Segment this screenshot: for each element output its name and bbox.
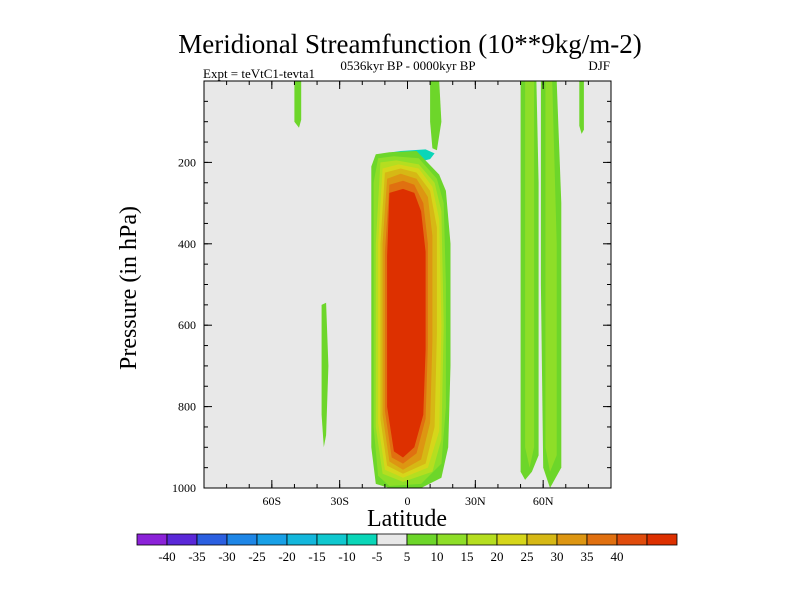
colorbar-swatch (616, 533, 648, 546)
colorbar-label: 15 (461, 549, 474, 564)
colorbar-label: 40 (611, 549, 624, 564)
colorbar-swatch (136, 533, 168, 546)
x-tick-label: 0 (405, 494, 411, 508)
colorbar-swatch (496, 533, 528, 546)
chart-title: Meridional Streamfunction (10**9kg/m-2) (178, 29, 641, 59)
colorbar-swatch (346, 533, 378, 546)
contour-regions (219, 81, 584, 489)
colorbar-label: -5 (372, 549, 383, 564)
y-axis-label: Pressure (in hPa) (116, 206, 142, 370)
axis-ticks: 60S 30S 0 30N 60N 200 400 600 800 1000 (172, 81, 611, 508)
colorbar-swatch (316, 533, 348, 546)
cell-north-teal-1 (457, 182, 471, 489)
colorbar-swatch (286, 533, 318, 546)
cell-north-teal-2 (479, 197, 494, 413)
colorbar-label: 25 (521, 549, 534, 564)
colorbar-swatch (526, 533, 558, 546)
cell-sh-35s (321, 302, 329, 448)
colorbar-swatch (586, 533, 618, 546)
x-tick-label: 30N (465, 494, 486, 508)
colorbar-swatch (646, 533, 678, 546)
colorbar-label: 30 (551, 549, 564, 564)
colorbar-label: 20 (491, 549, 504, 564)
colorbar-label: -20 (278, 549, 295, 564)
cell-nh-55n-inner (525, 81, 535, 468)
colorbar-swatch (166, 533, 198, 546)
colorbar-swatch (226, 533, 258, 546)
chart-subtitle-left: Expt = teVtC1-tevta1 (203, 66, 315, 81)
cell-sh-80s-line (219, 365, 223, 427)
y-tick-label: 800 (178, 400, 196, 414)
colorbar-label: -15 (308, 549, 325, 564)
colorbar-swatch (556, 533, 588, 546)
colorbar-swatch (256, 533, 288, 546)
y-tick-label: 400 (178, 237, 196, 251)
colorbar-label: -10 (338, 549, 355, 564)
y-tick-label: 600 (178, 318, 196, 332)
x-tick-label: 60S (262, 494, 281, 508)
colorbar-label: -40 (158, 549, 175, 564)
cell-north-teal-3 (500, 203, 512, 415)
hadley-cell-40 (387, 188, 426, 458)
colorbar-swatch (406, 533, 438, 546)
x-axis-label: Latitude (367, 506, 447, 532)
colorbar-label: 5 (404, 549, 411, 564)
colorbar-swatch (196, 533, 228, 546)
cell-nh-75n (579, 81, 584, 134)
y-tick-label: 1000 (172, 481, 196, 495)
colorbar-label: -30 (218, 549, 235, 564)
chart-subtitle-center: 0536kyr BP - 0000kyr BP (340, 58, 475, 73)
cell-sh-60s (258, 81, 272, 488)
cell-nh-62n-inner (545, 81, 557, 472)
colorbar-swatch (466, 533, 498, 546)
x-tick-label: 60N (533, 494, 554, 508)
colorbar-swatch (376, 533, 408, 546)
colorbar-label: -35 (188, 549, 205, 564)
cell-sh-40s-strip (294, 81, 302, 128)
chart-subtitle-right: DJF (588, 58, 610, 73)
colorbar-swatch (436, 533, 468, 546)
colorbar-label: -25 (248, 549, 265, 564)
y-tick-label: 200 (178, 155, 196, 169)
cell-eq-upper-green (430, 81, 442, 151)
colorbar: -40 -35 -30 -25 -20 -15 -10 -5 5 10 15 20 25 30 35 40 (136, 533, 678, 564)
colorbar-label: 10 (431, 549, 444, 564)
colorbar-label: 35 (581, 549, 594, 564)
x-tick-label: 30S (330, 494, 349, 508)
